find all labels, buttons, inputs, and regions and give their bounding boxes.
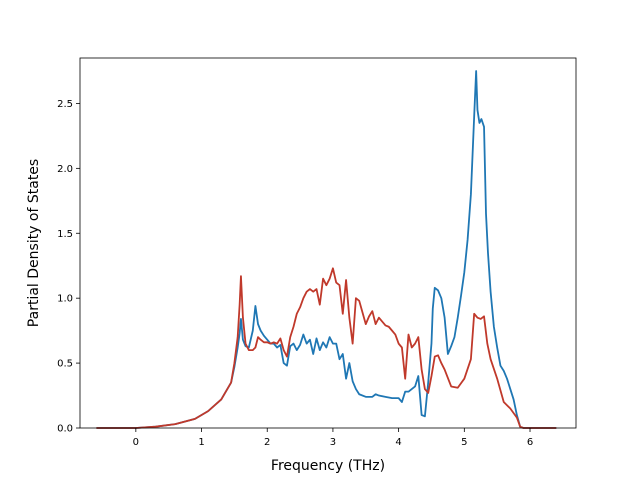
x-tick-label: 0: [133, 437, 139, 448]
series-line-1: [96, 70, 557, 429]
y-tick-label: 0.5: [57, 359, 73, 370]
x-axis-ticks: 0 1 2 3 4 5 6: [133, 428, 533, 448]
x-tick-label: 3: [330, 437, 336, 448]
series-layer: [96, 70, 557, 429]
x-tick-label: 4: [395, 437, 401, 448]
x-axis-title: Frequency (THz): [271, 458, 385, 474]
y-tick-label: 1.0: [57, 294, 73, 305]
x-tick-label: 5: [461, 437, 467, 448]
y-axis-title: Partial Density of States: [26, 159, 42, 327]
x-tick-label: 2: [264, 437, 270, 448]
y-tick-label: 2.0: [57, 164, 73, 175]
x-tick-label: 6: [527, 437, 533, 448]
x-tick-label: 1: [198, 437, 204, 448]
y-tick-label: 2.5: [57, 99, 73, 110]
y-tick-label: 0.0: [57, 424, 73, 435]
plot-frame: [79, 57, 577, 429]
series-line-2: [96, 267, 557, 429]
y-axis-ticks: 0.0 0.5 1.0 1.5 2.0 2.5: [57, 99, 80, 435]
y-tick-label: 1.5: [57, 229, 73, 240]
